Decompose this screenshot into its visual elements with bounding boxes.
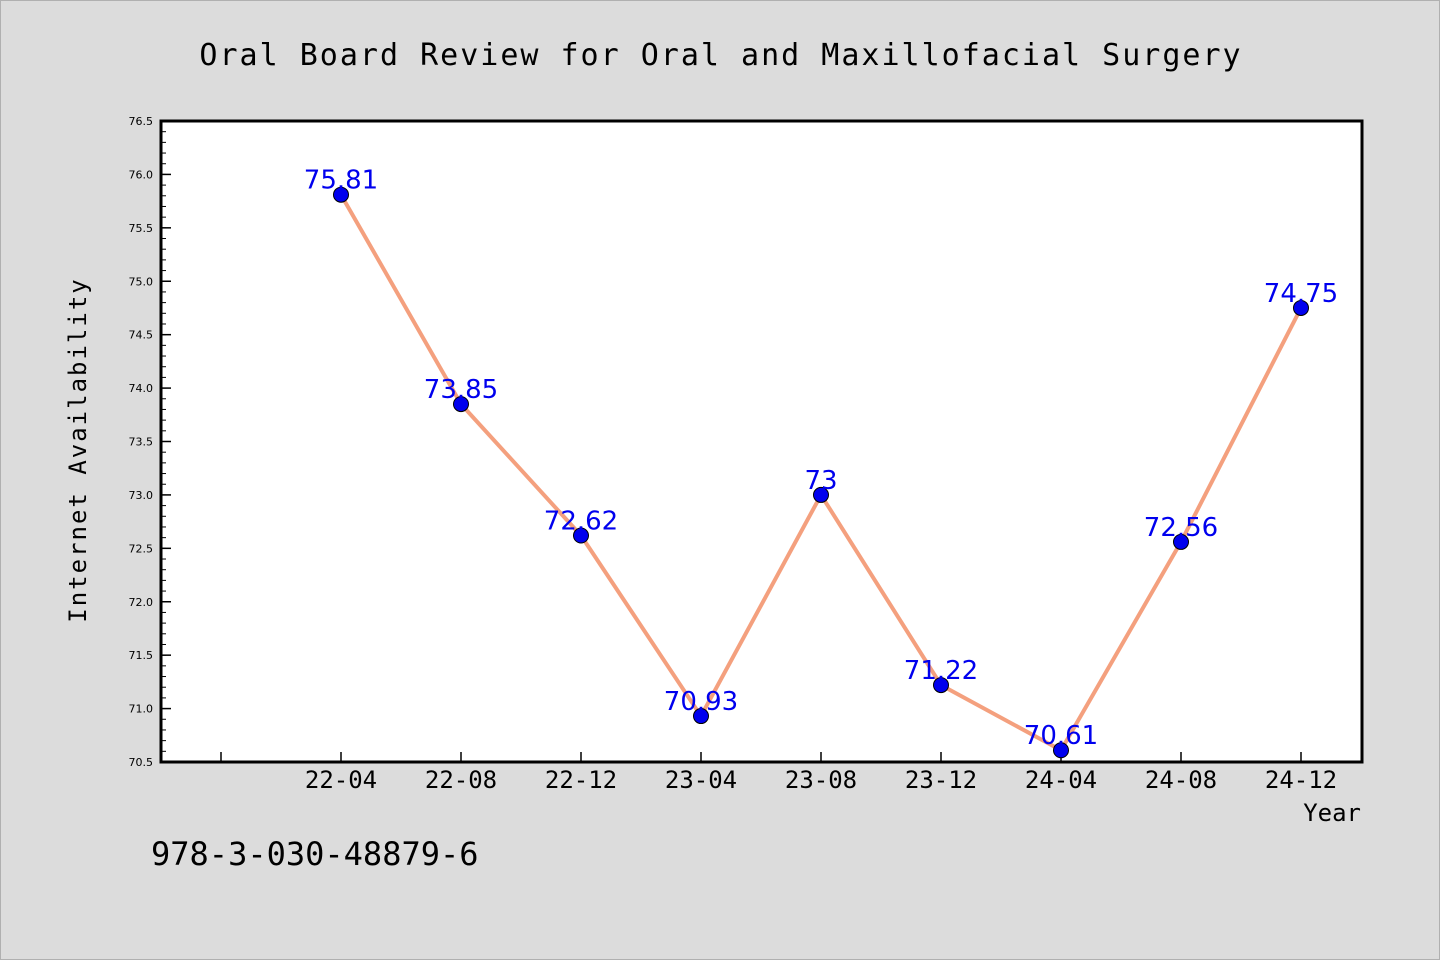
- y-axis: 70.5 71.0 71.5 72.0 72.5 73.0 73.5 74.0 74.5 75.0…: [129, 115, 171, 769]
- x-tick-label: 22-12: [545, 766, 617, 794]
- data-point: [693, 708, 709, 725]
- data-point: [453, 396, 469, 413]
- series-layer: 75.81 73.85 72.62 70.93 73 71.22 70.61 72.56 74.…: [304, 166, 1338, 759]
- x-tick-label: 23-08: [785, 766, 857, 794]
- y-tick-label: 75.5: [129, 222, 154, 235]
- x-axis-label: Year: [1303, 799, 1361, 827]
- y-tick-label: 70.5: [129, 756, 154, 769]
- data-label: 72.56: [1144, 513, 1218, 543]
- x-tick-label: 24-08: [1145, 766, 1217, 794]
- data-point: [813, 486, 829, 503]
- y-tick-label: 73.0: [129, 489, 154, 502]
- x-tick-label: 24-04: [1025, 766, 1097, 794]
- y-tick-label: 71.5: [129, 649, 154, 662]
- footer-isbn: 978-3-030-48879-6: [151, 835, 479, 873]
- data-label: 73.85: [424, 375, 498, 405]
- data-point: [1173, 533, 1189, 550]
- plot-area: [159, 119, 1364, 764]
- y-tick-label: 72.5: [129, 542, 154, 555]
- x-tick-label: 22-08: [425, 766, 497, 794]
- data-label: 74.75: [1264, 279, 1338, 309]
- y-tick-label: 76.5: [129, 115, 154, 128]
- y-tick-label: 73.5: [129, 436, 154, 449]
- x-tick-label: 24-12: [1265, 766, 1337, 794]
- data-point: [333, 186, 349, 203]
- data-label: 72.62: [544, 507, 618, 537]
- x-tick-label: 22-04: [305, 766, 377, 794]
- data-point: [1053, 742, 1069, 759]
- data-label: 75.81: [304, 166, 378, 196]
- data-label: 70.61: [1024, 721, 1098, 751]
- y-tick-label: 74.0: [129, 382, 154, 395]
- data-label: 71.22: [904, 656, 978, 686]
- chart-title: Oral Board Review for Oral and Maxillofa…: [199, 38, 1242, 73]
- x-tick-label: 23-04: [665, 766, 737, 794]
- data-point: [933, 677, 949, 694]
- data-label: 73: [804, 466, 837, 496]
- data-label: 70.93: [664, 687, 738, 717]
- y-tick-label: 76.0: [129, 168, 154, 181]
- x-axis: 22-04 22-08 22-12 23-04 23-08 23-12 24-04 24-08…: [220, 752, 1337, 794]
- y-axis-label: Internet Availability: [64, 277, 92, 622]
- x-tick-label: 23-12: [905, 766, 977, 794]
- y-tick-label: 72.0: [129, 596, 154, 609]
- data-point: [1293, 299, 1309, 316]
- y-tick-label: 74.5: [129, 329, 154, 342]
- y-tick-label: 75.0: [129, 275, 154, 288]
- y-tick-label: 71.0: [129, 703, 154, 716]
- data-point: [573, 527, 589, 544]
